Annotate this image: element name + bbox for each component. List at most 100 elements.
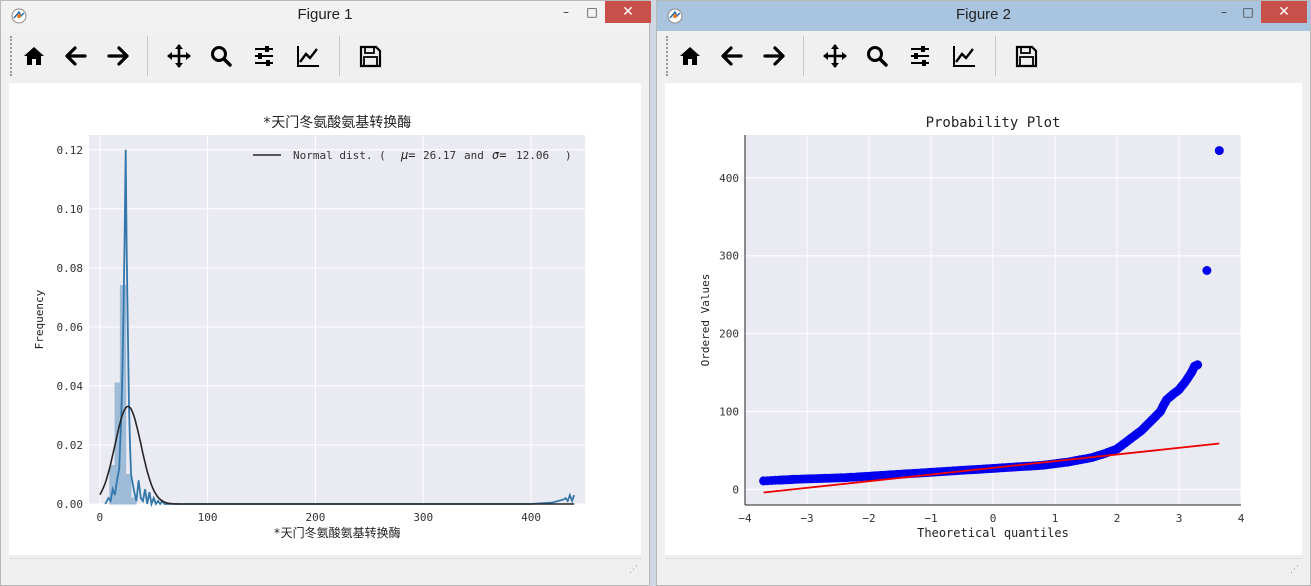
back-arrow-icon: [65, 46, 87, 66]
close-button[interactable]: ✕: [1261, 1, 1307, 23]
y-axis-label: Frequency: [33, 289, 46, 349]
window-title: Figure 2: [955, 6, 1012, 23]
back-button[interactable]: [715, 40, 749, 72]
save-icon: [1015, 45, 1038, 68]
x-axis-label: Theoretical quantiles: [917, 526, 1069, 540]
histogram-chart: 0 100 200 300 400 0.00 0.02 0.04 0.06 0.08 0.10 0.1…: [33, 114, 585, 540]
toolbar-grip[interactable]: [666, 36, 670, 76]
pan-icon: [823, 44, 847, 68]
save-button[interactable]: [353, 40, 387, 72]
minimize-button[interactable]: –: [563, 5, 569, 19]
x-tick-label: 4: [1238, 512, 1245, 525]
y-tick-label: 0: [732, 483, 739, 496]
legend-sigma-symbol: σ=: [492, 148, 506, 162]
size-grip[interactable]: ⋰: [629, 565, 638, 575]
configure-subplots-icon: [911, 46, 929, 66]
title-bar[interactable]: Figure 2 – □ ✕: [657, 1, 1310, 31]
fit-line: [763, 442, 1220, 494]
data-point: [1193, 360, 1203, 370]
x-tick-label: −2: [862, 512, 875, 525]
chart-title: Probability Plot: [926, 115, 1061, 131]
x-axis-label: *天门冬氨酸氨基转换酶: [273, 525, 400, 540]
navigation-toolbar: [663, 32, 1304, 80]
toolbar-separator: [147, 36, 148, 76]
y-tick-label: 100: [719, 406, 739, 419]
x-tick-label: 3: [1176, 512, 1183, 525]
home-icon: [680, 47, 700, 65]
back-arrow-icon: [721, 46, 743, 66]
x-tick-label: 100: [198, 511, 218, 524]
y-tick-label: 400: [719, 172, 739, 185]
forward-arrow-icon: [763, 46, 785, 66]
y-tick-label: 0.06: [57, 321, 84, 334]
zoom-button[interactable]: [204, 40, 238, 72]
forward-button[interactable]: [101, 40, 135, 72]
app-icon: [667, 8, 683, 24]
forward-button[interactable]: [757, 40, 791, 72]
y-tick-label: 0.02: [57, 439, 84, 452]
configure-subplots-button[interactable]: [247, 40, 281, 72]
axes-background: [89, 135, 585, 504]
forward-arrow-icon: [107, 46, 129, 66]
save-button[interactable]: [1009, 40, 1043, 72]
home-button[interactable]: [17, 40, 51, 72]
figure-2-window: Figure 2 – □ ✕ −4 −3 −2 −1 0 1 2 3 4 0 100 200 300 40…: [656, 0, 1311, 586]
x-tick-label: −1: [924, 512, 937, 525]
close-button[interactable]: ✕: [605, 1, 651, 23]
legend-and-text: and: [464, 149, 484, 162]
legend-mu-symbol: μ=: [400, 148, 415, 162]
edit-axis-button[interactable]: [291, 40, 325, 72]
zoom-icon: [211, 46, 232, 67]
x-tick-label: 1: [1052, 512, 1059, 525]
x-tick-label: 400: [521, 511, 541, 524]
y-tick-label: 0.00: [57, 498, 84, 511]
maximize-button[interactable]: □: [586, 5, 598, 19]
toolbar-separator: [995, 36, 996, 76]
size-grip[interactable]: ⋰: [1290, 565, 1299, 575]
title-bar[interactable]: Figure 1 – □ ✕: [1, 1, 651, 31]
probability-plot-chart: −4 −3 −2 −1 0 1 2 3 4 0 100 200 300 400 Probability Pl…: [699, 115, 1245, 540]
configure-subplots-button[interactable]: [903, 40, 937, 72]
edit-axis-icon: [297, 46, 319, 67]
maximize-button[interactable]: □: [1242, 5, 1254, 19]
navigation-toolbar: [7, 32, 643, 80]
toolbar-grip[interactable]: [10, 36, 14, 76]
minimize-button[interactable]: –: [1221, 5, 1227, 19]
x-tick-label: 300: [413, 511, 433, 524]
pan-button[interactable]: [818, 40, 852, 72]
home-button[interactable]: [673, 40, 707, 72]
save-icon: [359, 45, 382, 68]
legend-label-prefix: Normal dist. (: [293, 149, 386, 162]
y-tick-label: 0.04: [57, 380, 84, 393]
data-point: [1202, 266, 1212, 275]
x-tick-label: 200: [305, 511, 325, 524]
pan-button[interactable]: [162, 40, 196, 72]
x-tick-label: 0: [990, 512, 997, 525]
y-tick-label: 0.10: [57, 203, 84, 216]
histogram-bar: [125, 473, 132, 505]
figure-canvas[interactable]: 0 100 200 300 400 0.00 0.02 0.04 0.06 0.08 0.10 0.1…: [9, 83, 641, 555]
back-button[interactable]: [59, 40, 93, 72]
zoom-icon: [867, 46, 888, 67]
figure-canvas[interactable]: −4 −3 −2 −1 0 1 2 3 4 0 100 200 300 400 Probability Pl…: [665, 83, 1302, 555]
x-tick-label: −3: [800, 512, 813, 525]
data-point: [1214, 146, 1224, 156]
y-axis-label: Ordered Values: [699, 274, 712, 367]
x-tick-label: 0: [96, 511, 103, 524]
edit-axis-button[interactable]: [947, 40, 981, 72]
zoom-button[interactable]: [860, 40, 894, 72]
y-tick-label: 200: [719, 328, 739, 341]
pan-icon: [167, 44, 191, 68]
y-tick-label: 0.08: [57, 262, 84, 275]
figure-1-window: Figure 1 – □ ✕ 0 100 200 300 400 0.00 0.02 0.04…: [0, 0, 651, 586]
window-title: Figure 1: [297, 6, 353, 23]
toolbar-separator: [803, 36, 804, 76]
home-icon: [24, 47, 44, 65]
legend-mu-value: 26.17: [423, 149, 456, 162]
legend-label-suffix: ): [565, 149, 572, 162]
x-tick-label: −4: [738, 512, 752, 525]
y-tick-label: 0.12: [57, 144, 84, 157]
app-icon: [11, 8, 27, 24]
legend-sigma-value: 12.06: [516, 149, 549, 162]
edit-axis-icon: [953, 46, 975, 67]
